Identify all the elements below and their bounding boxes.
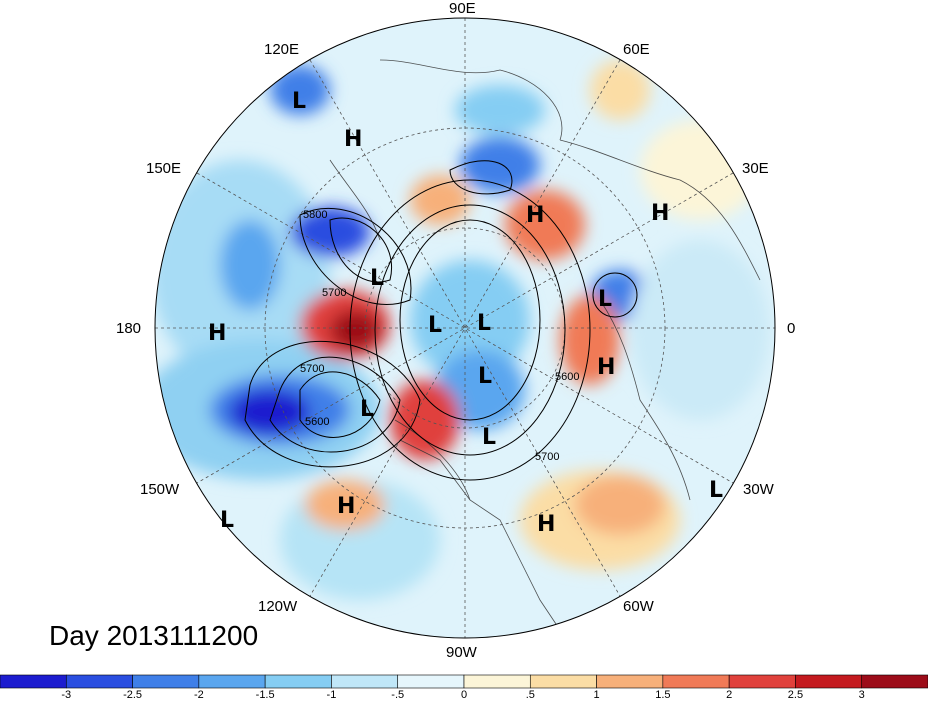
contour-label: 5700 — [535, 451, 559, 463]
pressure-centers: L H H H L L H L L L H L L H L H L — [208, 89, 723, 537]
colorbar-swatch — [0, 674, 67, 689]
colorbar-swatch — [728, 674, 796, 689]
longitude-label: 120W — [258, 598, 298, 615]
colorbar-swatch — [861, 674, 928, 689]
pressure-center: L — [220, 508, 234, 533]
colorbar-swatch — [65, 674, 133, 689]
colorbar-swatch — [596, 674, 664, 689]
pressure-center: H — [344, 127, 362, 152]
pressure-center: H — [526, 203, 544, 228]
colorbar-tick-label: -1 — [326, 689, 337, 701]
pressure-center: H — [337, 494, 355, 519]
graticule — [155, 18, 775, 638]
pressure-center: L — [709, 478, 723, 503]
colorbar-tick-label: 0 — [460, 689, 468, 701]
colorbar-tick-label: 2.5 — [787, 689, 804, 701]
contour-label: 5600 — [305, 416, 329, 428]
colorbar-tick-label: .5 — [525, 689, 535, 701]
coastlines — [329, 59, 761, 631]
colorbar — [0, 674, 928, 689]
colorbar-tick-label: 3 — [858, 689, 865, 701]
pressure-center: L — [482, 425, 496, 450]
contour-labels: 5800 5700 5700 5600 5600 5700 — [300, 209, 579, 463]
colorbar-swatch — [331, 674, 399, 689]
longitude-label: 150E — [146, 160, 182, 177]
longitude-label: 90W — [446, 644, 477, 661]
contour-label: 5600 — [555, 371, 579, 383]
map-border — [154, 17, 776, 639]
longitude-label: 60E — [623, 41, 650, 58]
colorbar-tick-label: -1.5 — [255, 689, 275, 701]
pressure-center: L — [292, 89, 306, 114]
pressure-center: H — [597, 355, 615, 380]
geopotential-contours — [244, 160, 638, 481]
longitude-label: 30W — [743, 481, 774, 498]
colorbar-tick-label: -2 — [193, 689, 204, 701]
pressure-center: L — [478, 364, 492, 389]
pressure-center: L — [477, 311, 491, 336]
longitude-label: 180 — [116, 320, 142, 337]
pressure-center: L — [428, 313, 442, 338]
colorbar-tick-label: 2 — [726, 689, 733, 701]
colorbar-swatch — [397, 674, 465, 689]
pressure-center: H — [537, 512, 555, 537]
colorbar-swatch — [795, 674, 863, 689]
map-date-title: Day 2013111200 — [49, 620, 259, 651]
longitude-label: 90E — [449, 0, 476, 17]
longitude-label: 150W — [140, 481, 180, 498]
anomaly-field: 5800 5700 5700 5600 5600 5700 — [155, 18, 775, 638]
colorbar-swatch — [463, 674, 531, 689]
colorbar-tick-label: 1 — [593, 689, 600, 701]
colorbar-swatch — [198, 674, 266, 689]
pressure-center: L — [360, 397, 374, 422]
colorbar-tick-label: -3 — [61, 689, 72, 701]
pressure-center: L — [370, 266, 384, 291]
contour-label: 5700 — [300, 363, 324, 375]
colorbar-swatch — [264, 674, 332, 689]
longitude-label: 30E — [742, 160, 769, 177]
longitude-label: 120E — [264, 41, 300, 58]
colorbar-swatch — [529, 674, 597, 689]
colorbar-tick-label: 1.5 — [655, 689, 671, 701]
colorbar-tick-label: -.5 — [391, 689, 405, 701]
pressure-center: H — [651, 201, 669, 226]
pressure-center: L — [598, 287, 612, 312]
colorbar-tick-label: -2.5 — [123, 689, 143, 701]
longitude-label: 0 — [787, 320, 796, 337]
longitude-label: 60W — [623, 598, 654, 615]
contour-label: 5800 — [303, 209, 327, 221]
colorbar-swatch — [132, 674, 200, 689]
colorbar-swatch — [662, 674, 730, 689]
contour-label: 5700 — [322, 287, 346, 299]
pressure-center: H — [208, 321, 226, 346]
